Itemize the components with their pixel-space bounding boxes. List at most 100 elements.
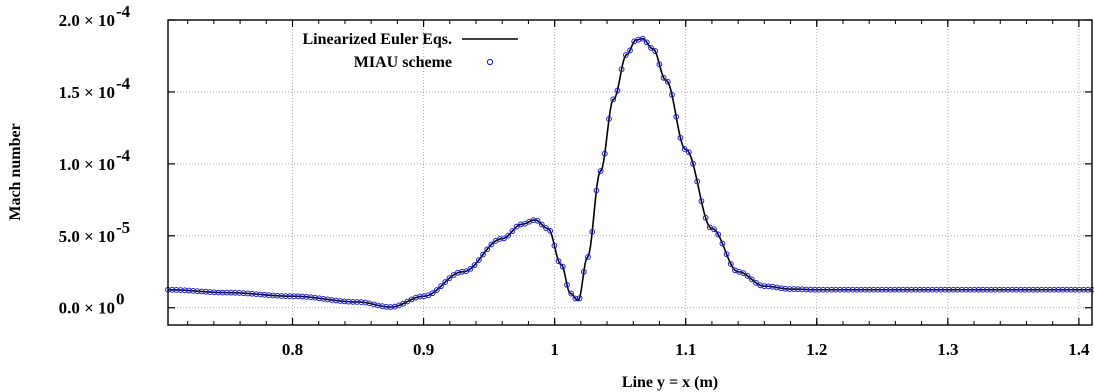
miau-point [341,298,348,305]
miau-point [253,291,260,298]
miau-point [207,289,213,295]
miau-point [824,286,831,293]
miau-point [610,96,617,103]
miau-point [270,292,276,299]
miau-point [324,296,331,303]
miau-point [933,286,940,293]
miau-point [870,286,877,293]
miau-point [639,35,646,42]
miau-point [236,290,243,296]
miau-point [992,286,999,293]
miau-point [286,293,293,300]
miau-point [538,221,545,228]
y-tick-exponent: -5 [116,218,130,237]
legend: Linearized Euler Eqs. MIAU scheme [303,31,518,71]
miau-point [547,227,554,234]
miau-point [564,281,570,288]
x-tick-label: 1.1 [675,340,696,359]
miau-point [690,160,696,167]
miau-point [858,286,864,293]
y-axis-title: Mach number [7,123,24,220]
miau-point [849,286,856,293]
miau-point [765,283,772,290]
legend-label-linearized-euler: Linearized Euler Eqs. [303,31,453,48]
miau-point [576,295,583,302]
miau-point [442,279,449,285]
miau-point [975,286,982,293]
miau-point [664,78,671,85]
miau-point [593,187,600,194]
miau-point [677,134,684,141]
miau-point [555,258,562,265]
miau-point [874,286,881,293]
tick-marks [168,19,1092,325]
miau-point [333,297,339,304]
grid-lines [168,19,1092,325]
series-line-linearized-euler [167,37,1092,308]
miau-point [828,286,835,293]
miau-point [900,286,906,293]
miau-point [295,293,302,300]
miau-point [925,286,932,293]
miau-point [866,286,873,293]
miau-point [748,276,755,283]
legend-label-miau-scheme: MIAU scheme [354,54,452,71]
miau-point [950,286,957,293]
miau-point [459,268,465,275]
y-tick-label: 5.0 × 10 -5 [59,218,131,246]
miau-point [181,287,188,294]
miau-point [572,295,579,302]
miau-point [534,217,541,224]
miau-point [841,286,848,293]
miau-point [1009,286,1016,293]
miau-point [1084,286,1091,293]
miau-point [484,246,491,253]
miau-point [299,293,306,300]
miau-point [769,283,776,290]
miau-point [1000,286,1007,293]
miau-point [417,293,423,300]
miau-point [971,286,978,293]
miau-point [853,286,860,293]
miau-point [1047,286,1053,293]
x-tick-label: 1 [550,340,559,359]
miau-point [517,221,524,228]
miau-point [627,47,633,54]
miau-point [316,295,323,302]
y-tick-mantissa: 1.5 × 10 [59,83,115,102]
miau-point [1030,286,1037,293]
y-tick-exponent: -4 [116,2,131,21]
miau-point [954,286,961,293]
miau-point [694,178,701,185]
miau-point [215,289,222,296]
miau-point [568,290,575,297]
miau-point [891,286,898,293]
miau-point [307,294,314,301]
miau-point [790,286,797,292]
miau-point [467,265,474,272]
miau-point [320,295,327,302]
x-tick-label: 0.9 [413,340,434,359]
miau-point [916,286,923,293]
miau-point [433,287,440,293]
miau-point [1005,286,1011,293]
miau-point [908,286,915,293]
miau-point [774,284,780,291]
miau-point [702,214,709,221]
miau-point [740,270,747,277]
miau-point [488,241,495,248]
miau-point [387,304,394,310]
miau-point [895,286,902,293]
x-tick-label: 1.2 [806,340,827,359]
miau-point [988,286,995,293]
miau-point [648,45,654,51]
miau-point [303,293,310,300]
miau-point [942,286,948,293]
miau-point [379,303,386,310]
miau-point [597,168,604,174]
miau-point [715,231,722,238]
miau-point [173,286,180,293]
miau-point [249,290,255,297]
y-tick-exponent: -4 [116,74,131,93]
miau-point [727,261,734,267]
